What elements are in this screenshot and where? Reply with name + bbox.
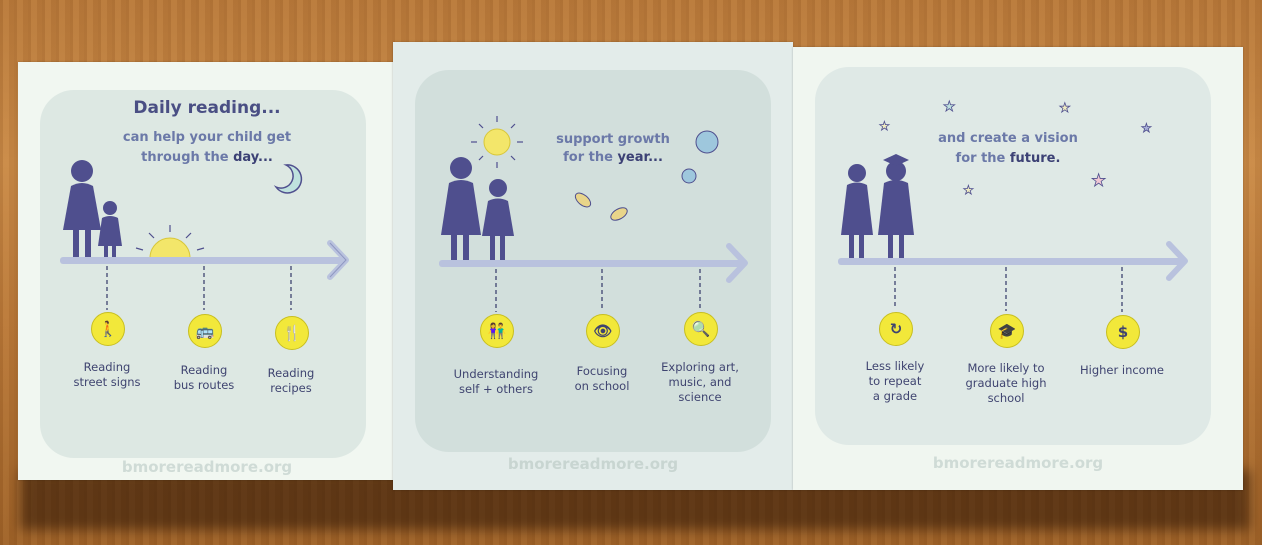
svg-text:★: ★: [1091, 171, 1106, 191]
pedestrian-icon: 🚶: [91, 312, 125, 346]
magnifier-icon: 🔍: [684, 312, 718, 346]
panel1-illustration: [60, 160, 349, 310]
panel-title: Daily reading...: [133, 98, 281, 118]
website-url: bmorereadmore.org: [507, 455, 679, 473]
panel-subtitle-line2: for the year...: [563, 150, 663, 165]
timeline-arrow: [838, 241, 1188, 281]
star-icon: ★ ★ ★ ★ ★ ★: [879, 99, 1153, 198]
panel-subtitle-line1: and create a vision: [938, 131, 1078, 146]
item-caption: Reading recipes: [267, 366, 315, 395]
dollar-icon: $: [1106, 315, 1140, 349]
item-caption: Exploring art, music, and science: [661, 360, 739, 404]
panel2-illustration: [439, 116, 748, 312]
panel-subtitle-line1: can help your child get: [122, 130, 292, 145]
graduate-figure-icon: [878, 154, 914, 263]
people-icon: 👫: [480, 314, 514, 348]
item-caption: Focusing on school: [574, 364, 630, 393]
brochure-panel-year: support growth for the year...: [393, 42, 793, 490]
sun-icon: [471, 116, 523, 168]
child-figure-icon: [98, 201, 122, 260]
brochure-panel-future: and create a vision for the future. ★ ★ …: [793, 47, 1243, 490]
snowflake-icon: [681, 130, 719, 184]
svg-text:★: ★: [879, 119, 890, 133]
moon-icon: [273, 164, 303, 194]
timeline-connectors: [106, 266, 292, 310]
graduation-cap-icon: 🎓: [990, 314, 1024, 348]
panel-subtitle-line2: for the future.: [955, 151, 1061, 166]
leaf-icon: [574, 192, 628, 221]
eye-icon: 👁: [586, 314, 620, 348]
item-caption: Reading street signs: [73, 360, 141, 389]
panel3-illustration: ★ ★ ★ ★ ★ ★: [838, 99, 1188, 312]
svg-text:★: ★: [963, 183, 974, 197]
panel-background: [815, 67, 1211, 445]
svg-text:★: ★: [943, 99, 956, 115]
bus-icon: 🚌: [188, 314, 222, 348]
website-url: bmorereadmore.org: [121, 458, 293, 476]
item-caption: Understanding self + others: [453, 367, 539, 396]
website-url: bmorereadmore.org: [932, 454, 1104, 472]
timeline-connectors: [894, 267, 1123, 312]
timeline-arrow: [60, 240, 349, 280]
panel-background: [40, 90, 366, 458]
item-caption: Reading bus routes: [173, 363, 235, 392]
item-caption: Higher income: [1079, 363, 1164, 377]
panel-subtitle-line1: support growth: [556, 132, 670, 147]
fork-knife-icon: 🍴: [275, 316, 309, 350]
youth-figure-icon: [482, 179, 514, 263]
panel-subtitle-line2: through the day...: [141, 150, 273, 165]
item-caption: Less likely to repeat a grade: [865, 359, 925, 403]
timeline-connectors: [495, 269, 701, 312]
timeline-arrow: [439, 243, 748, 283]
brochure-panel-day: Daily reading... can help your child get…: [18, 62, 396, 480]
repeat-arrow-icon: ↻: [879, 312, 913, 346]
svg-text:★: ★: [1141, 121, 1152, 135]
adult-figure-icon: [63, 160, 101, 260]
sun-icon: [135, 225, 205, 259]
adult-figure-icon: [441, 157, 481, 263]
svg-text:★: ★: [1059, 101, 1071, 116]
adult-figure-icon: [841, 164, 873, 263]
item-caption: More likely to graduate high school: [965, 361, 1047, 405]
